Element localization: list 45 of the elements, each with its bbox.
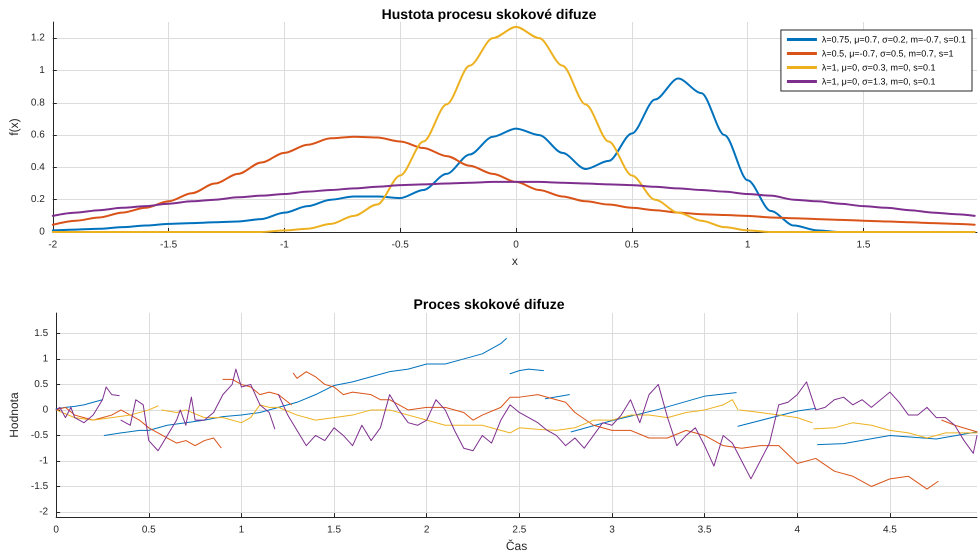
x-tick-label: 2.5 bbox=[512, 524, 527, 536]
x-tick-label: 1.5 bbox=[327, 524, 342, 536]
x-tick-label: 1 bbox=[238, 524, 245, 536]
x-tick-label: 0.5 bbox=[142, 524, 156, 536]
chart-title: Hustota procesu skokové difuze bbox=[382, 6, 597, 22]
line-series bbox=[52, 180, 976, 217]
x-tick-label: -0.5 bbox=[392, 240, 410, 250]
y-tick-label: 0 bbox=[39, 226, 46, 238]
legend-label: λ=0.75, μ=0.7, σ=0.2, m=-0.7, s=0.1 bbox=[822, 34, 966, 44]
x-tick-label: 1.5 bbox=[856, 240, 871, 250]
x-axis-title: x bbox=[512, 254, 518, 268]
y-tick-label: 1 bbox=[39, 64, 46, 76]
y-tick-label: 0.4 bbox=[30, 162, 46, 173]
y-axis-title: f(x) bbox=[7, 118, 21, 136]
y-tick-label: 1.5 bbox=[34, 328, 49, 339]
y-tick-label: 0.6 bbox=[30, 130, 46, 141]
line-series bbox=[52, 26, 976, 233]
legend-label: λ=1, μ=0, σ=0.3, m=0, s=0.1 bbox=[822, 62, 936, 72]
x-tick-label: 1 bbox=[744, 240, 751, 250]
x-tick-label: -1 bbox=[280, 240, 290, 250]
y-tick-label: 0.8 bbox=[30, 97, 46, 108]
x-tick-label: 3.5 bbox=[698, 524, 712, 536]
chart-title: Proces skokové difuze bbox=[414, 296, 565, 312]
x-tick-label: 0.5 bbox=[624, 240, 640, 250]
y-tick-label: -1 bbox=[39, 455, 49, 466]
x-tick-label: 2 bbox=[424, 524, 430, 536]
y-tick-label: 0.2 bbox=[30, 194, 46, 206]
x-tick-label: -1.5 bbox=[160, 240, 178, 250]
x-axis-title: Čas bbox=[506, 539, 528, 553]
y-tick-label: -0.5 bbox=[30, 430, 49, 441]
x-tick-label: 0 bbox=[513, 240, 520, 250]
legend-label: λ=1, μ=0, σ=1.3, m=0, s=0.1 bbox=[822, 76, 936, 86]
x-tick-label: 4.5 bbox=[882, 524, 898, 536]
y-tick-label: -1.5 bbox=[30, 480, 49, 492]
line-series bbox=[52, 136, 976, 226]
x-tick-label: 3 bbox=[609, 524, 616, 536]
y-tick-label: 0 bbox=[42, 404, 49, 416]
x-tick-label: 4 bbox=[794, 524, 800, 536]
legend-label: λ=0.5, μ=-0.7, σ=0.5, m=0.7, s=1 bbox=[822, 48, 954, 58]
x-tick-label: 0 bbox=[53, 524, 60, 536]
y-tick-label: 1 bbox=[42, 353, 49, 364]
y-tick-label: -2 bbox=[39, 506, 49, 518]
y-tick-label: 1.2 bbox=[30, 32, 46, 44]
y-axis-title: Hodnota bbox=[7, 392, 21, 438]
y-tick-label: 0.5 bbox=[34, 378, 49, 390]
